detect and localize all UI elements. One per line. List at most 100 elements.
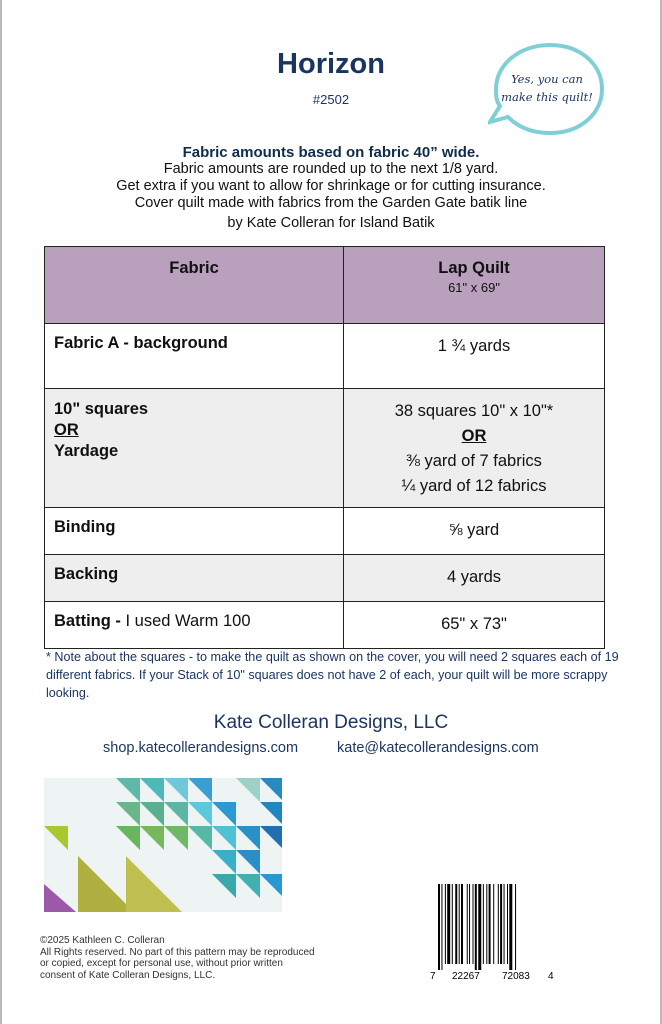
barcode-bar xyxy=(482,884,484,964)
shop-link[interactable]: shop.katecollerandesigns.com xyxy=(103,740,299,756)
quilt-triangle xyxy=(164,826,188,850)
page-edge-left xyxy=(0,0,2,1024)
row-amount: 38 squares 10" x 10"* OR ⅜ yard of 7 fab… xyxy=(343,388,605,508)
quilt-triangle xyxy=(236,874,260,898)
header-size-label: Lap Quilt xyxy=(438,259,510,277)
barcode-bar xyxy=(497,884,499,964)
quilt-triangle xyxy=(236,826,260,850)
quilt-triangle xyxy=(188,778,212,802)
fabric-table: Fabric Lap Quilt 61" x 69" Fabric A - bac… xyxy=(44,246,605,649)
quilt-triangle xyxy=(164,802,188,826)
intro-line: by Kate Colleran for Island Batik xyxy=(227,215,435,231)
copyright-line: consent of Kate Colleran Designs, LLC. xyxy=(40,969,216,981)
barcode-digit: 72083 xyxy=(502,971,530,982)
header-fabric: Fabric xyxy=(44,246,344,324)
barcode-digit: 7 xyxy=(430,971,436,982)
barcode-bar xyxy=(509,884,513,970)
quilt-triangle xyxy=(236,778,260,802)
amount-line: ¼ yard of 12 fabrics xyxy=(401,477,547,495)
pattern-title: Horizon xyxy=(277,48,385,80)
quilt-triangle xyxy=(140,778,164,802)
fabric-line: 10" squares xyxy=(54,400,149,418)
intro-line: Get extra if you want to allow for shrin… xyxy=(116,178,546,194)
fabric-note: I used Warm 100 xyxy=(125,612,251,630)
barcode-bar xyxy=(451,884,453,964)
barcode-bar xyxy=(488,884,491,964)
row-amount: 65" x 73" xyxy=(343,601,605,649)
table-row: Batting - I used Warm 100 65" x 73" xyxy=(44,601,605,649)
table-row: Backing 4 yards xyxy=(44,554,605,602)
quilt-triangle xyxy=(212,826,236,850)
quilt-triangle xyxy=(164,778,188,802)
quilt-triangle xyxy=(260,874,282,896)
pattern-number: #2502 xyxy=(312,92,350,107)
fabric-line: OR xyxy=(54,421,79,439)
quilt-triangle xyxy=(212,850,236,874)
barcode-bar xyxy=(458,884,460,964)
speech-bubble-icon xyxy=(488,42,605,136)
copyright: ©2025 Kathleen C. Colleran All Rights re… xyxy=(40,935,315,981)
quilt-triangle xyxy=(212,802,236,826)
row-fabric: 10" squares OR Yardage xyxy=(44,388,344,508)
row-amount: 4 yards xyxy=(343,554,605,602)
intro-line: Fabric amounts are rounded up to the nex… xyxy=(163,161,499,177)
quilt-triangle xyxy=(126,856,182,912)
table-row: 10" squares OR Yardage 38 squares 10" x … xyxy=(44,388,605,508)
quilt-triangle xyxy=(188,826,212,850)
amount-line: OR xyxy=(461,427,487,445)
barcode-bar xyxy=(493,884,495,964)
quilt-triangle xyxy=(116,802,140,826)
quilt-triangle xyxy=(212,874,236,898)
header-size: Lap Quilt 61" x 69" xyxy=(343,246,605,324)
intro-line: Cover quilt made with fabrics from the G… xyxy=(134,195,528,211)
barcode-digit: 4 xyxy=(548,971,554,982)
barcode-bar xyxy=(507,884,508,964)
barcode-bar xyxy=(438,884,440,970)
quilt-image xyxy=(44,778,282,912)
quilt-triangle xyxy=(260,826,282,848)
row-fabric: Backing xyxy=(44,554,344,602)
bubble-line: make this quilt! xyxy=(501,90,593,104)
table-row: Fabric A - background 1 ¾ yards xyxy=(44,323,605,389)
row-amount: ⅝ yard xyxy=(343,507,605,555)
fabric-line: Yardage xyxy=(54,442,119,460)
barcode-bar xyxy=(500,884,503,964)
quilt-triangle xyxy=(78,856,134,912)
barcode-bar xyxy=(447,884,451,964)
amount-line: 38 squares 10" x 10"* xyxy=(394,402,554,420)
page-edge-right xyxy=(660,0,662,1024)
barcode-bar xyxy=(466,884,468,964)
barcode-bar xyxy=(444,884,446,964)
copyright-line: or copied, except for personal use, with… xyxy=(40,958,283,969)
email-link[interactable]: kate@katecollerandesigns.com xyxy=(337,740,539,756)
barcode-bar xyxy=(441,884,443,970)
row-fabric: Binding xyxy=(44,507,344,555)
barcode-bar xyxy=(503,884,505,964)
quilt-triangle xyxy=(116,826,140,850)
barcode-bar xyxy=(486,884,488,964)
barcode-bar xyxy=(474,884,477,970)
table-row: Binding ⅝ yard xyxy=(44,507,605,555)
barcode: 7 22267 72083 4 xyxy=(430,884,554,982)
barcode-bar xyxy=(472,884,474,964)
amount-line: ⅜ yard of 7 fabrics xyxy=(406,452,542,470)
barcode-digit: 22267 xyxy=(452,971,480,982)
fabric-label: Batting - xyxy=(54,612,126,630)
bubble-line: Yes, you can xyxy=(511,72,583,86)
copyright-line: ©2025 Kathleen C. Colleran xyxy=(40,935,165,946)
barcode-bar xyxy=(455,884,458,964)
intro-text: Fabric amounts based on fabric 40” wide.… xyxy=(0,144,662,232)
row-amount: 1 ¾ yards xyxy=(343,323,605,389)
quilt-triangle xyxy=(140,826,164,850)
barcode-bar xyxy=(515,884,517,970)
row-fabric: Fabric A - background xyxy=(44,323,344,389)
company-name: Kate Colleran Designs, LLC xyxy=(213,712,449,733)
quilt-triangle xyxy=(44,826,68,850)
squares-note: * Note about the squares - to make the q… xyxy=(46,650,619,700)
barcode-bar xyxy=(461,884,463,964)
intro-bold: Fabric amounts based on fabric 40” wide. xyxy=(182,144,480,161)
quilt-triangle xyxy=(236,850,260,874)
barcode-bar xyxy=(469,884,471,964)
row-fabric: Batting - I used Warm 100 xyxy=(44,601,344,649)
quilt-triangle xyxy=(260,802,282,824)
